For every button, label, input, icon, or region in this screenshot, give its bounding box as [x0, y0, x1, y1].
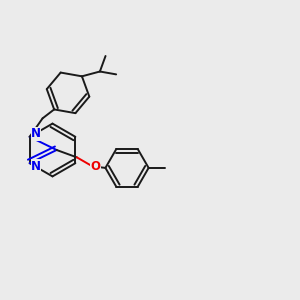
Text: N: N [31, 160, 41, 173]
Text: O: O [91, 160, 100, 173]
Text: N: N [31, 127, 41, 140]
